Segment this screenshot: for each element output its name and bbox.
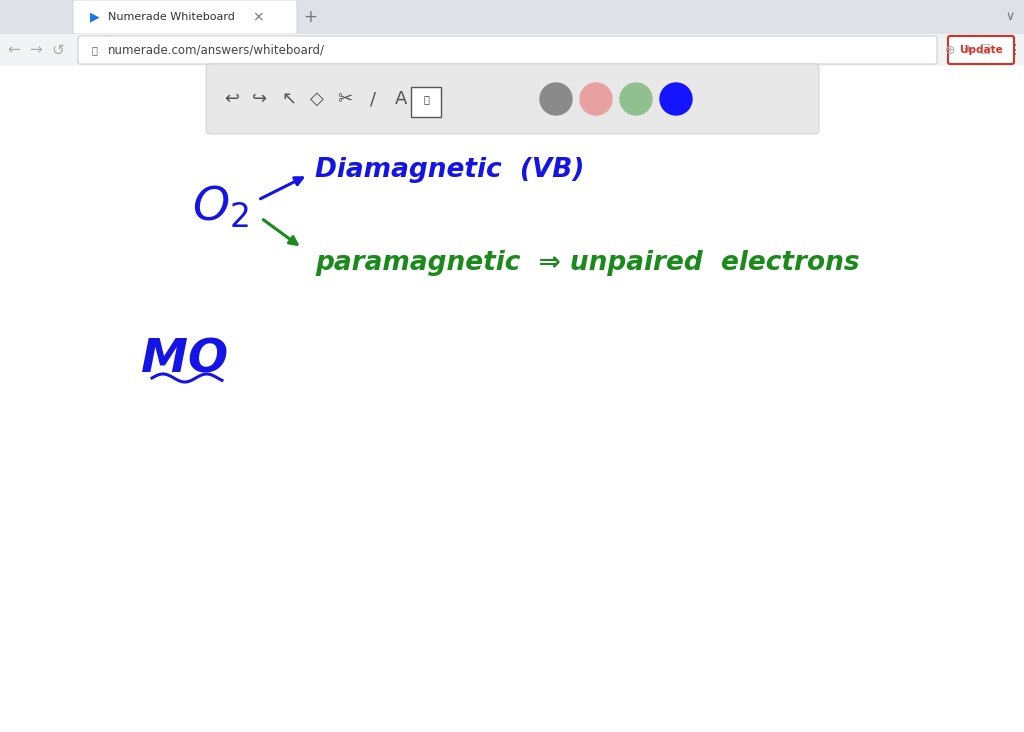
- Text: Diamagnetic  (VB): Diamagnetic (VB): [315, 157, 585, 183]
- Bar: [0, 0, 1024, 34]
- Circle shape: [660, 83, 692, 115]
- Text: ←: ←: [7, 42, 20, 58]
- Text: +: +: [303, 8, 317, 26]
- FancyBboxPatch shape: [206, 64, 819, 134]
- Text: ↪: ↪: [253, 90, 267, 108]
- Text: ☐: ☐: [980, 43, 991, 56]
- Text: ★: ★: [963, 43, 974, 56]
- Text: Update: Update: [959, 45, 1002, 55]
- Text: ▶: ▶: [90, 10, 99, 23]
- Text: 🗻: 🗻: [423, 94, 429, 104]
- Text: ⊕: ⊕: [945, 43, 955, 56]
- Text: ◇: ◇: [310, 90, 324, 108]
- Text: $O_2$: $O_2$: [191, 184, 249, 231]
- Text: paramagnetic  ⇒ unpaired  electrons: paramagnetic ⇒ unpaired electrons: [315, 250, 859, 276]
- Text: ↩: ↩: [224, 90, 240, 108]
- FancyBboxPatch shape: [411, 87, 441, 117]
- Text: ↖: ↖: [282, 90, 297, 108]
- Text: ⋮: ⋮: [1008, 43, 1022, 57]
- Text: /: /: [370, 90, 376, 108]
- FancyBboxPatch shape: [78, 36, 937, 64]
- FancyBboxPatch shape: [73, 0, 297, 34]
- Text: ↺: ↺: [51, 42, 65, 58]
- Text: A: A: [395, 90, 408, 108]
- FancyBboxPatch shape: [948, 36, 1014, 64]
- Text: 🔒: 🔒: [92, 45, 98, 55]
- Circle shape: [580, 83, 612, 115]
- Text: Numerade Whiteboard: Numerade Whiteboard: [108, 12, 234, 22]
- Bar: [0, 34, 1024, 66]
- Text: ×: ×: [252, 10, 264, 24]
- Circle shape: [540, 83, 572, 115]
- Text: MO: MO: [141, 337, 228, 383]
- Text: ∨: ∨: [1006, 10, 1015, 23]
- Text: ✂: ✂: [338, 90, 352, 108]
- Circle shape: [620, 83, 652, 115]
- Text: numerade.com/answers/whiteboard/: numerade.com/answers/whiteboard/: [108, 43, 325, 56]
- Text: →: →: [30, 42, 42, 58]
